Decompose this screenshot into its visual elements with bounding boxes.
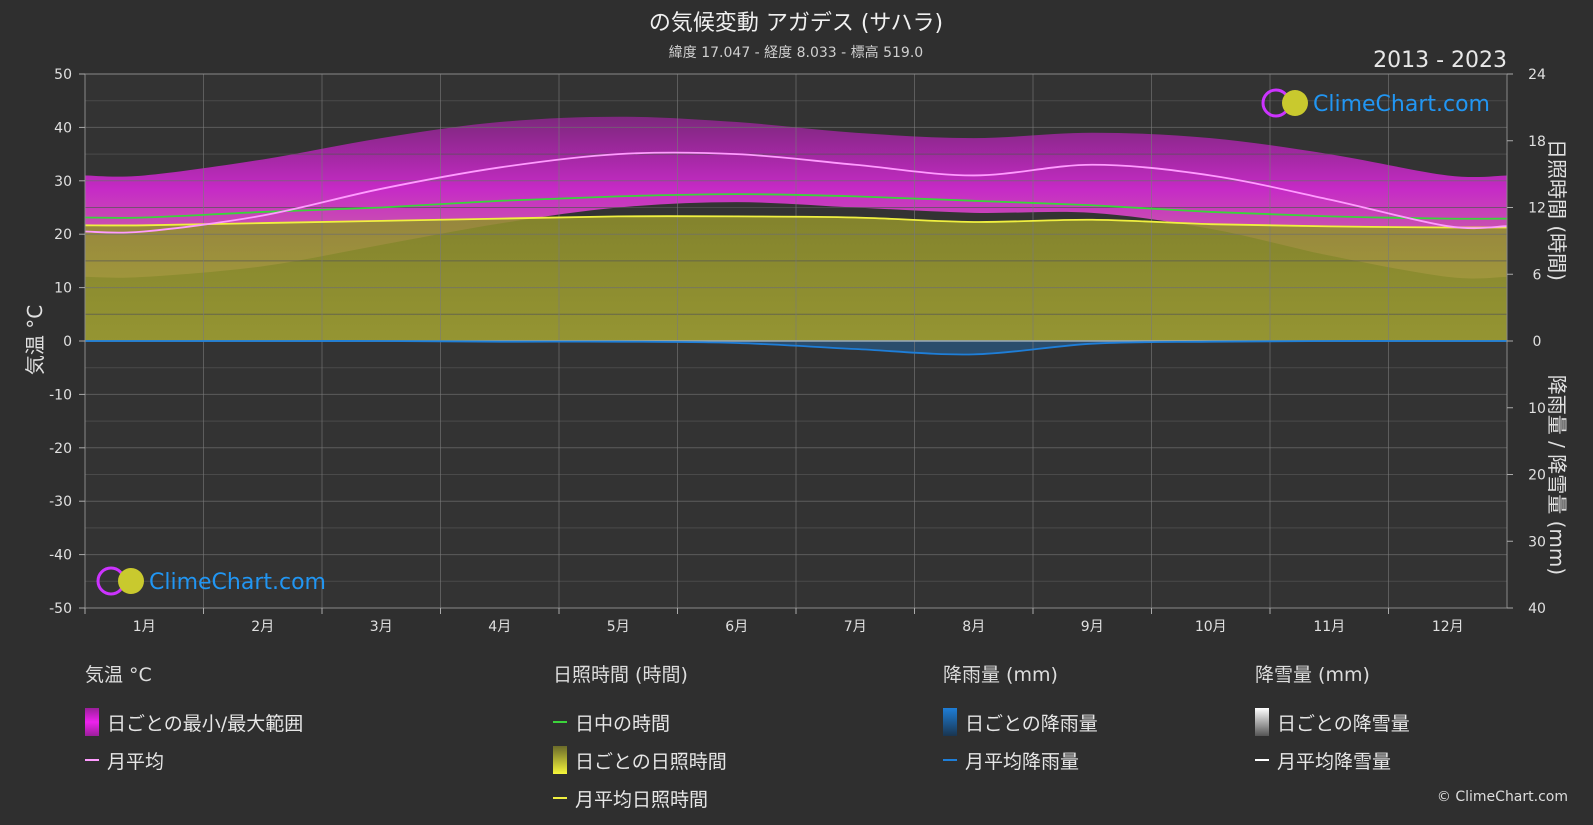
y-right-top-tick-label: 18	[1528, 134, 1546, 150]
y-left-tick-label: 30	[54, 174, 72, 190]
y-right-bottom-tick-label: 20	[1528, 468, 1546, 484]
legend-label: 日ごとの降雨量	[965, 712, 1098, 735]
legend-item: 日ごとの最小/最大範囲	[85, 703, 303, 741]
x-month-label: 2月	[251, 619, 274, 635]
rain-avg-swatch	[943, 759, 957, 761]
x-month-label: 3月	[370, 619, 393, 635]
x-month-label: 10月	[1195, 619, 1227, 635]
y-right-bottom-tick-label: 10	[1528, 401, 1546, 417]
legend-sun: 日照時間 (時間) 日中の時間 日ごとの日照時間 月平均日照時間	[553, 660, 727, 817]
legend-item: 日ごとの降雨量	[943, 703, 1098, 741]
year-range: 2013 - 2023	[1373, 48, 1507, 73]
sunshine-swatch	[553, 746, 567, 774]
legend-item: 日中の時間	[553, 703, 727, 741]
chart-subtitle: 緯度 17.047 - 経度 8.033 - 標高 519.0	[669, 44, 923, 61]
legend-label: 月平均日照時間	[575, 788, 709, 811]
y-left-tick-label: 40	[54, 120, 72, 136]
y-right-bottom-axis-label: 降雨量 / 降雪量 (mm)	[1545, 375, 1569, 575]
y-left-tick-label: 0	[63, 334, 72, 350]
snow-swatch	[1255, 708, 1269, 736]
legend-item: 日ごとの日照時間	[553, 741, 727, 779]
x-month-label: 1月	[133, 619, 156, 635]
snow-avg-swatch	[1255, 759, 1269, 761]
y-left-tick-label: -10	[49, 387, 72, 403]
y-left-tick-label: -20	[49, 441, 72, 457]
legend-snow: 降雪量 (mm) 日ごとの降雪量 月平均降雪量	[1255, 660, 1410, 779]
y-right-top-tick-label: 6	[1533, 267, 1542, 283]
y-right-bottom-tick-label: 30	[1528, 534, 1546, 550]
legend-label: 月平均降雨量	[965, 750, 1080, 773]
legend-label: 月平均	[107, 750, 165, 773]
rain-swatch	[943, 708, 957, 736]
legend-item: 月平均日照時間	[553, 779, 727, 817]
legend-rain: 降雨量 (mm) 日ごとの降雨量 月平均降雨量	[943, 660, 1098, 779]
chart-title: の気候変動 アガデス (サハラ)	[649, 11, 943, 36]
y-right-top-tick-label: 24	[1528, 67, 1546, 83]
y-left-tick-label: 50	[54, 67, 72, 83]
legend-label: 月平均降雪量	[1277, 750, 1392, 773]
temp-avg-swatch	[85, 759, 99, 761]
y-right-top-tick-label: 12	[1528, 201, 1546, 217]
y-left-tick-label: 10	[54, 281, 72, 297]
temp-range-swatch	[85, 708, 99, 736]
x-month-label: 7月	[844, 619, 867, 635]
x-month-label: 12月	[1432, 619, 1464, 635]
y-left-tick-label: -30	[49, 494, 72, 510]
daylight-swatch	[553, 721, 567, 723]
legend-item: 月平均降雨量	[943, 741, 1098, 779]
legend-label: 日ごとの日照時間	[575, 750, 727, 773]
legend-item: 日ごとの降雪量	[1255, 703, 1410, 741]
y-left-tick-label: -40	[49, 548, 72, 564]
legend-rain-header: 降雨量 (mm)	[943, 664, 1058, 686]
x-month-label: 11月	[1313, 619, 1345, 635]
x-month-label: 4月	[488, 619, 511, 635]
watermark-logo-bottom: ClimeChart.com	[96, 566, 326, 596]
y-right-bottom-tick-label: 40	[1528, 601, 1546, 617]
temp-avg-line	[84, 151, 1508, 234]
legend-sun-header: 日照時間 (時間)	[553, 664, 688, 686]
legend-item: 月平均降雪量	[1255, 741, 1410, 779]
copyright: © ClimeChart.com	[1436, 789, 1568, 805]
x-month-label: 5月	[607, 619, 630, 635]
y-right-top-axis-label: 日照時間 (時間)	[1545, 139, 1569, 281]
y-right-top-tick-label: 0	[1533, 334, 1542, 350]
legend-temp-header: 気温 °C	[85, 664, 152, 686]
sunshine-avg-line	[84, 215, 1508, 229]
y-left-tick-label: 20	[54, 227, 72, 243]
legend-label: 日ごとの降雪量	[1277, 712, 1410, 735]
plot-area: 50 40 30 20 10 0 -10 -20 -30 -40 -50 24 18 12 6 0 10 20 30…	[49, 67, 1546, 635]
climate-chart: の気候変動 アガデス (サハラ) 緯度 17.047 - 経度 8.033 - …	[23, 11, 1569, 635]
x-month-label: 9月	[1081, 619, 1104, 635]
rain-avg-line	[84, 340, 1507, 356]
x-month-label: 6月	[725, 619, 748, 635]
watermark-logo-top: ClimeChart.com	[1261, 88, 1490, 118]
y-left-tick-label: -50	[49, 601, 72, 617]
watermark-text-top: ClimeChart.com	[1313, 92, 1490, 117]
daylight-line	[84, 193, 1508, 220]
legend-snow-header: 降雪量 (mm)	[1255, 664, 1370, 686]
sunshine-avg-swatch	[553, 797, 567, 799]
legend-item: 月平均	[85, 741, 303, 779]
x-month-label: 8月	[962, 619, 985, 635]
legend-label: 日ごとの最小/最大範囲	[107, 712, 304, 735]
legend-temp: 気温 °C 日ごとの最小/最大範囲 月平均	[85, 660, 303, 779]
legend-label: 日中の時間	[575, 712, 671, 735]
y-left-axis-label: 気温 °C	[23, 305, 47, 375]
watermark-text-bottom: ClimeChart.com	[149, 570, 326, 595]
